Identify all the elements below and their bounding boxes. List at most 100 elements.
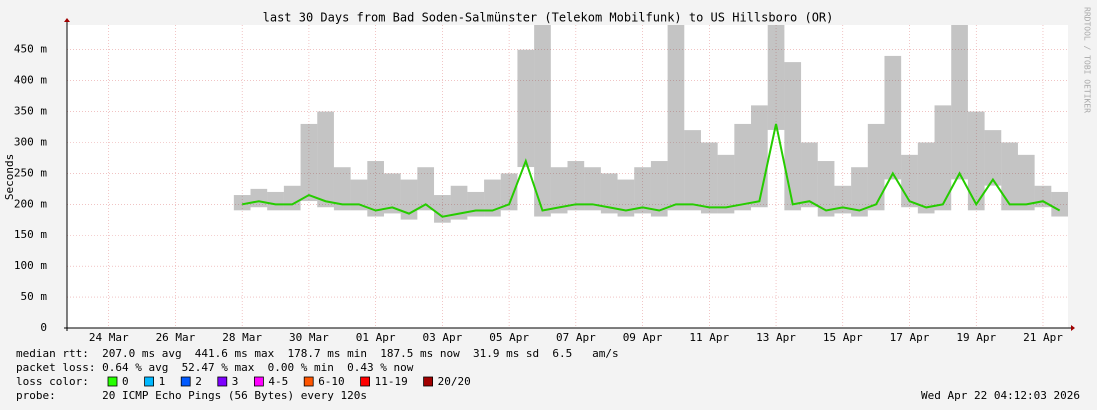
smoke xyxy=(1001,142,1018,211)
smoke xyxy=(751,105,768,208)
legend-label: 11-19 xyxy=(375,375,408,388)
loss-color-label: loss color: xyxy=(16,375,89,388)
smoke xyxy=(600,173,618,214)
x-tick-label: 28 Mar xyxy=(222,331,262,344)
smoke xyxy=(884,55,902,180)
legend-swatch xyxy=(180,376,191,387)
smoke xyxy=(250,188,268,208)
median-line xyxy=(241,123,1061,218)
smoke xyxy=(500,173,518,211)
smoke xyxy=(967,111,985,211)
smoke xyxy=(584,167,601,211)
stats-line: packet loss: 0.64 % avg 52.47 % max 0.00… xyxy=(16,361,414,374)
x-tick-label: 03 Apr xyxy=(423,331,463,344)
smoke xyxy=(417,167,435,211)
smoke xyxy=(484,179,501,217)
legend-swatch xyxy=(217,376,228,387)
y-tick-label: 300 m xyxy=(14,135,47,148)
smoke xyxy=(400,179,418,220)
plot-area xyxy=(67,25,1068,328)
smoke xyxy=(534,25,551,217)
y-tick-label: 200 m xyxy=(14,197,47,210)
axis-arrow xyxy=(64,18,70,22)
smoke xyxy=(767,25,785,130)
x-tick-label: 15 Apr xyxy=(823,331,863,344)
smoke xyxy=(383,173,401,214)
x-tick-label: 24 Mar xyxy=(89,331,129,344)
smoke xyxy=(1017,154,1035,211)
smoke xyxy=(934,105,952,211)
y-tick-label: 400 m xyxy=(14,74,47,87)
smoke xyxy=(784,62,802,211)
legend-label: 1 xyxy=(159,375,166,388)
watermark: RRDTOOL / TOBI OETIKER xyxy=(1083,7,1092,113)
smoke xyxy=(300,123,318,202)
smoke xyxy=(801,142,818,208)
x-tick-label: 07 Apr xyxy=(556,331,596,344)
smoke xyxy=(667,25,685,211)
smoke xyxy=(984,130,1002,186)
smoke xyxy=(1051,191,1068,217)
smoke xyxy=(233,195,251,211)
x-tick-label: 17 Apr xyxy=(890,331,930,344)
smoke xyxy=(333,167,351,211)
x-tick-label: 01 Apr xyxy=(356,331,396,344)
y-tick-label: 0 xyxy=(40,321,47,334)
smoke xyxy=(550,167,568,214)
smoke xyxy=(634,167,651,214)
smoke xyxy=(734,123,752,211)
smoke xyxy=(684,130,701,211)
y-tick-label: 100 m xyxy=(14,259,47,272)
legend-swatch xyxy=(253,376,264,387)
timestamp: Wed Apr 22 04:12:03 2026 xyxy=(921,389,1080,402)
smoke xyxy=(817,161,835,217)
smoke xyxy=(834,185,852,214)
smoke xyxy=(283,185,301,211)
smoke xyxy=(851,167,868,217)
smoke xyxy=(917,142,935,214)
legend-label: 20/20 xyxy=(438,375,471,388)
smoke xyxy=(617,179,635,217)
y-tick-label: 150 m xyxy=(14,228,47,241)
smoke xyxy=(517,49,535,168)
legend-swatch xyxy=(360,376,371,387)
smoke xyxy=(367,161,384,217)
legend-label: 3 xyxy=(232,375,239,388)
x-tick-label: 21 Apr xyxy=(1023,331,1063,344)
smoke xyxy=(650,161,668,217)
legend-swatch xyxy=(423,376,434,387)
legend-label: 6-10 xyxy=(318,375,345,388)
x-tick-label: 13 Apr xyxy=(756,331,796,344)
legend-label: 2 xyxy=(195,375,202,388)
legend-swatch xyxy=(107,376,118,387)
x-tick-label: 19 Apr xyxy=(956,331,996,344)
y-tick-label: 450 m xyxy=(14,43,47,56)
x-tick-label: 09 Apr xyxy=(623,331,663,344)
smoke xyxy=(700,142,718,214)
legend-swatch xyxy=(303,376,314,387)
x-tick-label: 11 Apr xyxy=(689,331,729,344)
smoke xyxy=(951,25,968,180)
y-tick-label: 50 m xyxy=(21,290,48,303)
smoke xyxy=(450,185,468,220)
stats-line: median rtt: 207.0 ms avg 441.6 ms max 17… xyxy=(16,347,619,360)
legend-label: 4-5 xyxy=(268,375,288,388)
smoke xyxy=(350,179,368,211)
x-tick-label: 05 Apr xyxy=(489,331,529,344)
y-tick-label: 350 m xyxy=(14,105,47,118)
smoke xyxy=(567,161,585,211)
smoke xyxy=(434,195,451,223)
y-tick-label: 250 m xyxy=(14,166,47,179)
x-tick-label: 26 Mar xyxy=(156,331,196,344)
legend-swatch xyxy=(144,376,155,387)
smoke xyxy=(867,123,885,211)
smoke xyxy=(267,191,284,211)
legend-label: 0 xyxy=(122,375,129,388)
smoke xyxy=(467,191,485,217)
smoke xyxy=(317,111,334,208)
x-tick-label: 30 Mar xyxy=(289,331,329,344)
chart-title: last 30 Days from Bad Soden-Salmünster (… xyxy=(263,11,834,25)
probe: probe: 20 ICMP Echo Pings (56 Bytes) eve… xyxy=(16,389,367,402)
smoke xyxy=(717,154,735,214)
